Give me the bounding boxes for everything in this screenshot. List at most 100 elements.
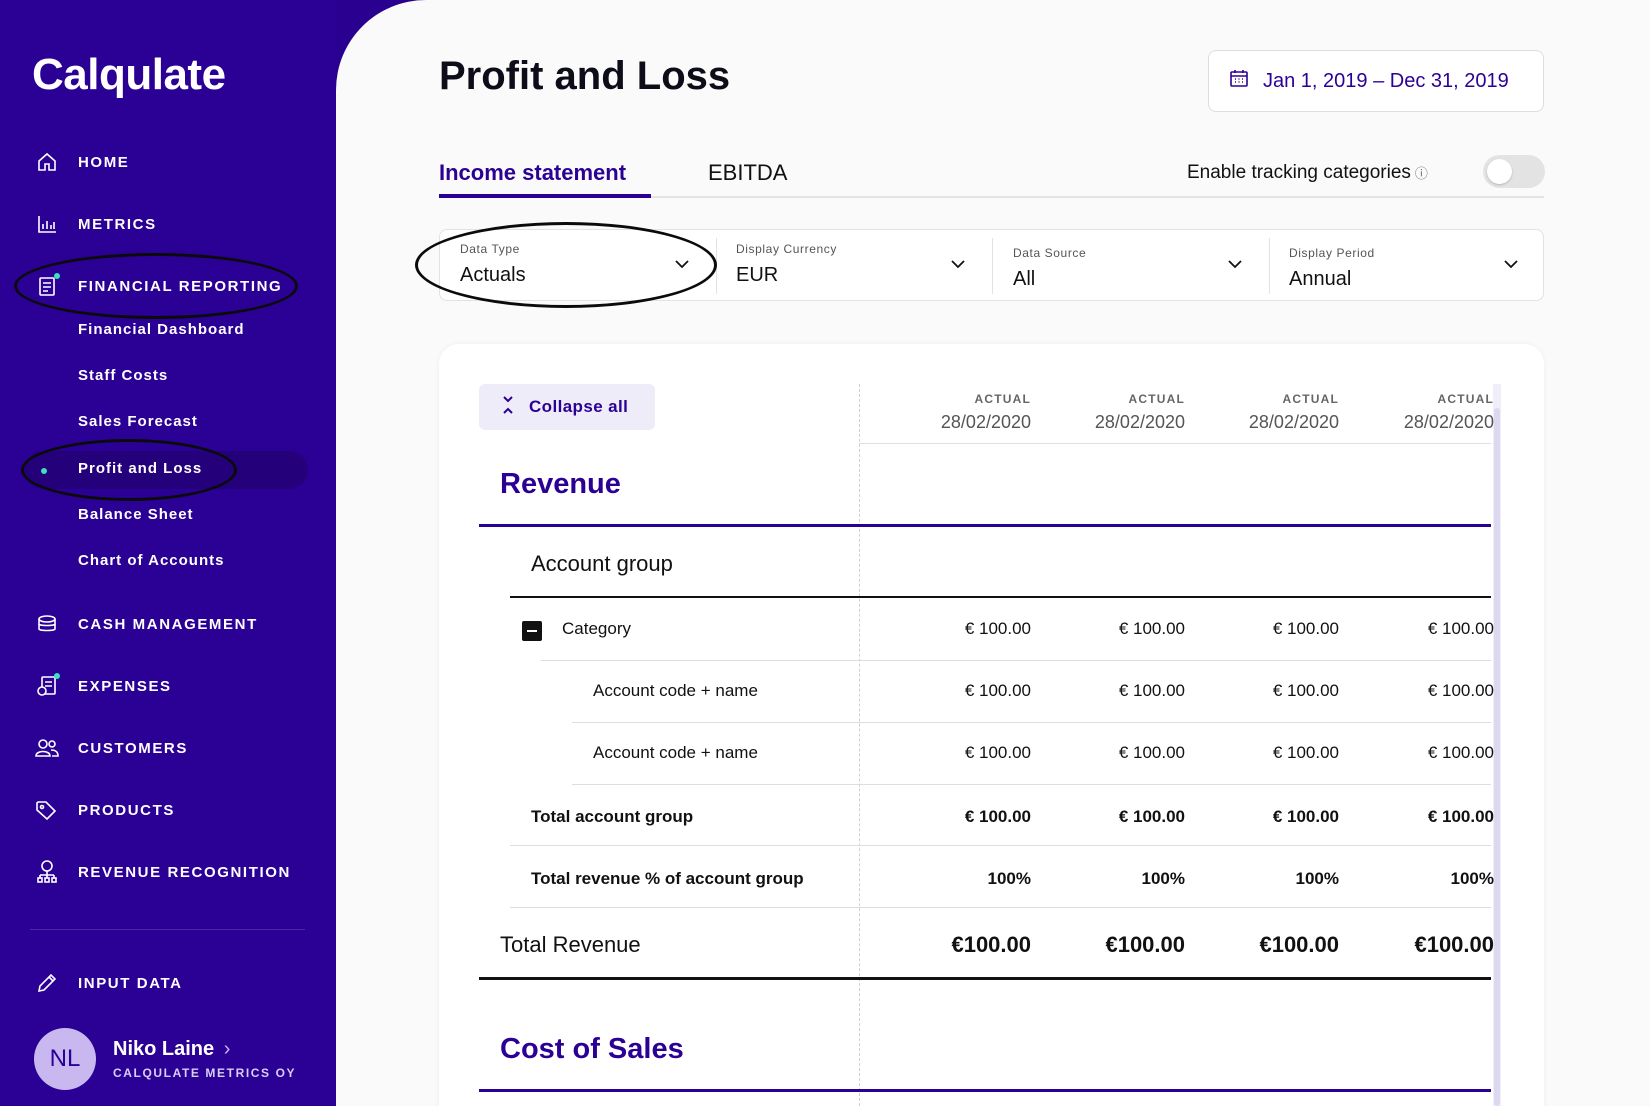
- display-period-select[interactable]: Display Period Annual: [1269, 230, 1545, 300]
- row-divider: [572, 722, 1491, 723]
- receipt-icon: [34, 673, 60, 699]
- nav-customers[interactable]: CUSTOMERS: [34, 733, 186, 763]
- collapse-category-icon[interactable]: [522, 621, 542, 641]
- data-source-select[interactable]: Data Source All: [993, 230, 1269, 300]
- data-source-value: All: [1013, 268, 1036, 290]
- nav-expenses[interactable]: EXPENSES: [34, 671, 170, 701]
- table-cell: €100.00: [951, 932, 1031, 957]
- user-profile-link[interactable]: Niko Laine ›: [113, 1038, 230, 1061]
- nav-products[interactable]: PRODUCTS: [34, 795, 173, 825]
- table-scrollbar[interactable]: [1493, 384, 1501, 1106]
- sub-profit-and-loss[interactable]: Profit and Loss: [78, 460, 203, 477]
- account-row-label: Account code + name: [593, 743, 758, 762]
- row-divider: [572, 784, 1491, 785]
- row-divider: [510, 845, 1491, 846]
- home-icon: [34, 149, 60, 175]
- column-header: ACTUAL 28/02/2020: [1045, 392, 1185, 433]
- date-range-picker[interactable]: Jan 1, 2019 – Dec 31, 2019: [1208, 50, 1544, 112]
- total-account-group-label: Total account group: [531, 807, 694, 826]
- filter-separator: [1269, 238, 1270, 294]
- tab-income-statement[interactable]: Income statement: [439, 160, 627, 185]
- table-cell: € 100.00: [1118, 807, 1185, 826]
- filter-bar: Data Type Actuals Display Currency EUR D…: [439, 229, 1544, 301]
- chevron-down-icon: [950, 256, 966, 274]
- calendar-icon: [1229, 68, 1249, 94]
- section-divider: [479, 1089, 1491, 1092]
- cost-of-sales-section-title: Cost of Sales: [500, 1033, 684, 1065]
- page-title: Profit and Loss: [439, 54, 731, 98]
- account-row-label: Account code + name: [593, 681, 758, 700]
- org-chart-icon: [34, 859, 60, 885]
- table-cell: € 100.00: [1427, 743, 1494, 762]
- column-type: ACTUAL: [1282, 392, 1339, 406]
- column-date: 28/02/2020: [1403, 412, 1494, 432]
- active-dot: [41, 468, 47, 474]
- nav-expenses-label: EXPENSES: [78, 677, 172, 695]
- nav-input-data-label: INPUT DATA: [78, 974, 183, 992]
- nav-revenue-recognition-label: REVENUE RECOGNITION: [78, 863, 291, 881]
- sub-financial-dashboard[interactable]: Financial Dashboard: [78, 321, 245, 338]
- nav-cash-management[interactable]: CASH MANAGEMENT: [34, 609, 256, 639]
- table-cell: € 100.00: [1427, 681, 1494, 700]
- table-cell: € 100.00: [1427, 619, 1494, 638]
- total-divider: [479, 977, 1491, 980]
- table-cell: 100%: [987, 869, 1031, 888]
- nav-home[interactable]: HOME: [34, 147, 128, 177]
- nav-home-label: HOME: [78, 153, 130, 171]
- sub-chart-of-accounts[interactable]: Chart of Accounts: [78, 552, 225, 569]
- user-organization: CALQULATE METRICS OY: [113, 1066, 297, 1080]
- filter-separator: [992, 238, 993, 294]
- nav-input-data[interactable]: INPUT DATA: [34, 968, 181, 998]
- users-icon: [34, 735, 60, 761]
- revenue-section-title: Revenue: [500, 468, 621, 500]
- column-type: ACTUAL: [974, 392, 1031, 406]
- avatar[interactable]: NL: [34, 1028, 96, 1090]
- display-currency-value: EUR: [736, 264, 779, 286]
- display-currency-label: Display Currency: [736, 242, 837, 256]
- sidebar-divider: [30, 929, 305, 930]
- pencil-icon: [34, 970, 60, 996]
- column-header: ACTUAL 28/02/2020: [1354, 392, 1494, 433]
- column-header: ACTUAL 28/02/2020: [1199, 392, 1339, 433]
- column-type: ACTUAL: [1128, 392, 1185, 406]
- date-range-label: Jan 1, 2019 – Dec 31, 2019: [1263, 69, 1509, 92]
- chevron-down-icon: [1227, 256, 1243, 274]
- column-header: ACTUAL 28/02/2020: [891, 392, 1031, 433]
- table-cell: 100%: [1450, 869, 1494, 888]
- tab-ebitda[interactable]: EBITDA: [708, 160, 788, 185]
- table-cell: 100%: [1295, 869, 1339, 888]
- column-type: ACTUAL: [1437, 392, 1494, 406]
- table-cell: € 100.00: [964, 619, 1031, 638]
- tracking-categories-toggle[interactable]: [1483, 155, 1545, 188]
- income-statement-card: [439, 344, 1544, 1106]
- data-type-select[interactable]: Data Type Actuals: [440, 230, 716, 300]
- nav-metrics-label: METRICS: [78, 215, 157, 233]
- table-cell: € 100.00: [1272, 807, 1339, 826]
- total-revenue-label: Total Revenue: [500, 932, 641, 957]
- app-logo[interactable]: Calqulate: [32, 50, 226, 99]
- chevron-down-icon: [674, 256, 690, 274]
- column-date: 28/02/2020: [1094, 412, 1185, 432]
- nav-financial-reporting[interactable]: FINANCIAL REPORTING: [34, 271, 281, 301]
- table-cell: 100%: [1141, 869, 1185, 888]
- sub-sales-forecast[interactable]: Sales Forecast: [78, 413, 198, 430]
- account-group-label: Account group: [531, 551, 673, 576]
- nav-revenue-recognition[interactable]: REVENUE RECOGNITION: [34, 857, 289, 887]
- scrollbar-thumb[interactable]: [1494, 408, 1500, 1106]
- coins-icon: [34, 611, 60, 637]
- nav-customers-label: CUSTOMERS: [78, 739, 188, 757]
- main-content: Profit and Loss Jan 1, 2019 – Dec 31, 20…: [336, 0, 1650, 1106]
- collapse-all-button[interactable]: Collapse all: [479, 384, 655, 430]
- display-currency-select[interactable]: Display Currency EUR: [716, 230, 992, 300]
- group-divider: [510, 596, 1491, 598]
- sub-balance-sheet[interactable]: Balance Sheet: [78, 506, 194, 523]
- row-divider: [541, 660, 1491, 661]
- header-divider: [859, 443, 1491, 444]
- sub-staff-costs[interactable]: Staff Costs: [78, 367, 169, 384]
- tracking-categories-text: Enable tracking categories: [1187, 162, 1411, 183]
- info-icon[interactable]: ⓘ: [1414, 166, 1428, 181]
- sidebar: Calqulate HOME METRICS FINANCIAL REPORTI…: [0, 0, 336, 1106]
- section-divider: [479, 524, 1491, 527]
- nav-metrics[interactable]: METRICS: [34, 209, 155, 239]
- chevron-right-icon: ›: [223, 1038, 231, 1060]
